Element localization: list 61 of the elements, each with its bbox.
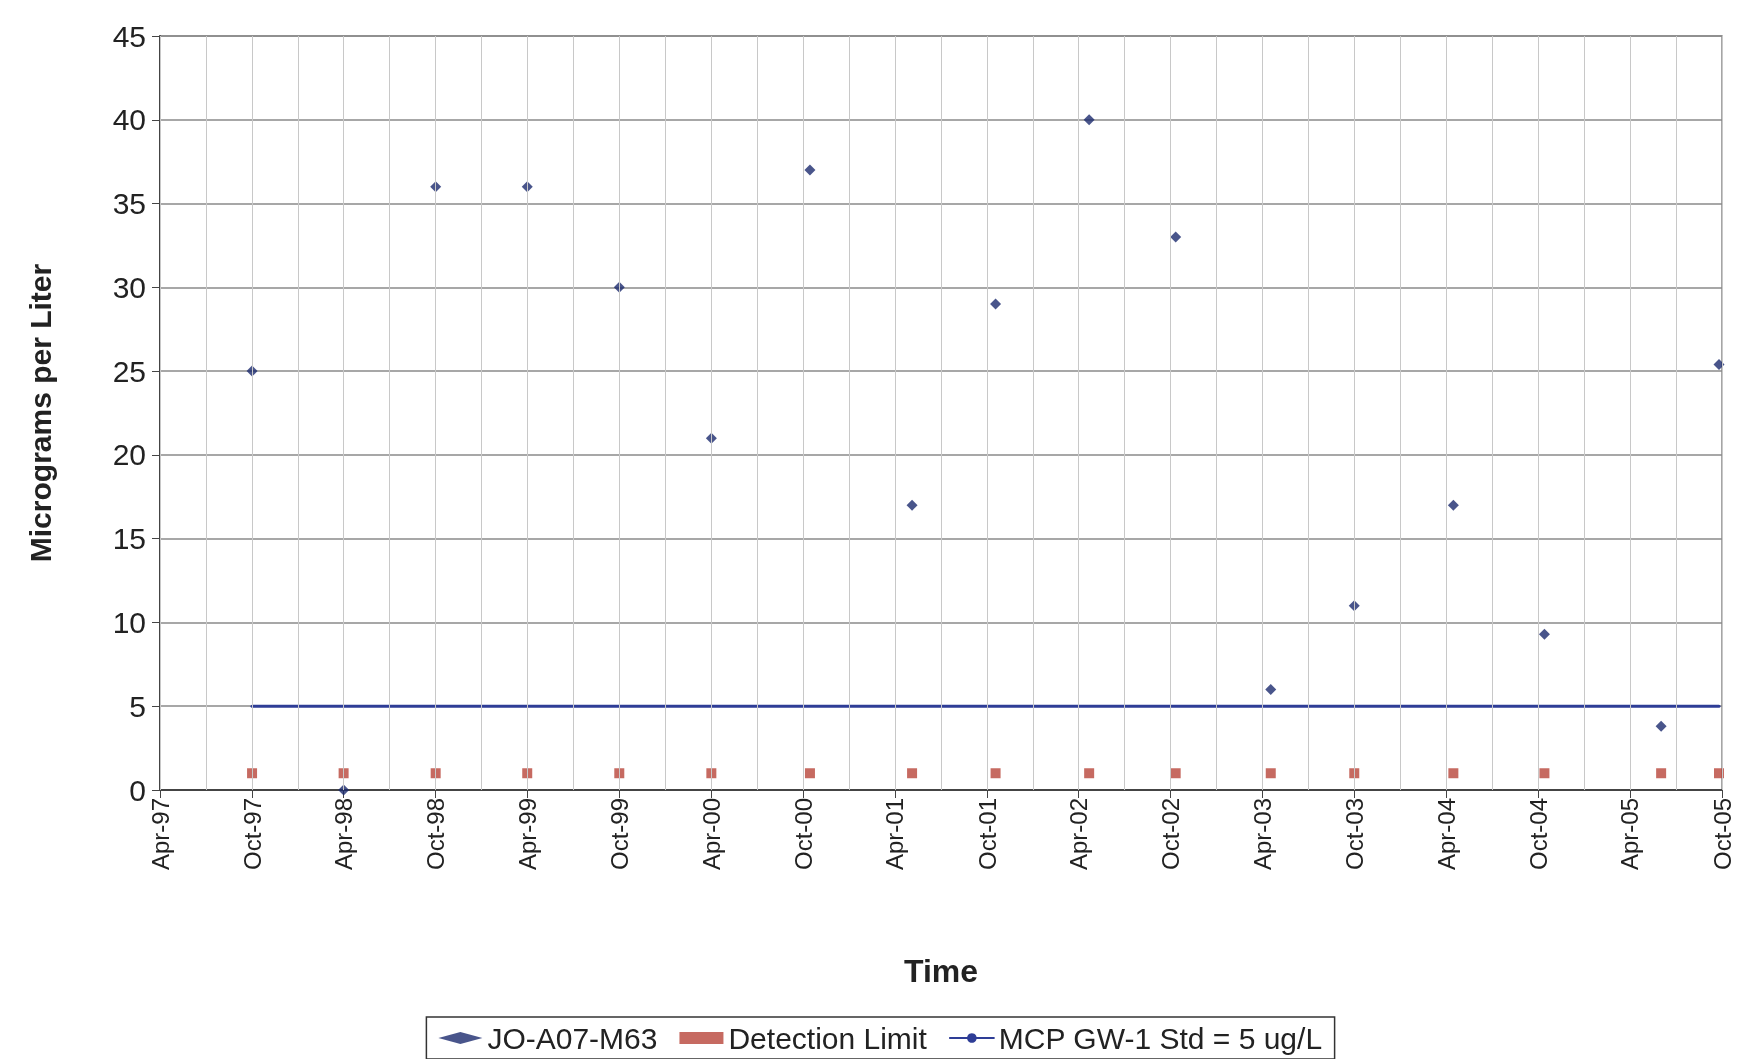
x-tick-label: Oct-05 <box>1708 798 1736 871</box>
point <box>1170 231 1182 243</box>
point <box>1656 768 1667 779</box>
y-tick-label: 40 <box>112 103 146 137</box>
x-tick-label: Apr-04 <box>1432 798 1460 871</box>
legend-label: Detection Limit <box>728 1021 928 1055</box>
x-tick-label: Apr-98 <box>330 798 358 871</box>
point <box>1447 499 1459 511</box>
point <box>1448 768 1459 779</box>
point <box>1084 768 1095 779</box>
point <box>804 768 815 779</box>
point <box>990 768 1001 779</box>
point <box>614 768 625 779</box>
y-tick-label: 30 <box>112 270 146 304</box>
point <box>338 784 350 796</box>
legend-label: JO-A07-M63 <box>487 1021 658 1055</box>
point <box>1170 768 1181 779</box>
point <box>990 298 1002 310</box>
x-tick-label: Apr-05 <box>1616 798 1644 871</box>
x-tick-label: Oct-02 <box>1157 798 1185 871</box>
y-tick-label: 10 <box>112 605 146 639</box>
y-tick-label: 20 <box>112 438 146 472</box>
legend-label: MCP GW-1 Std = 5 ug/L <box>998 1021 1323 1055</box>
point <box>1265 683 1277 695</box>
x-tick-label: Apr-97 <box>146 798 174 871</box>
point <box>1349 768 1360 779</box>
point <box>706 768 717 779</box>
x-axis-title: Time <box>903 953 979 989</box>
point <box>430 768 441 779</box>
x-tick-label: Oct-01 <box>973 798 1001 871</box>
x-tick-label: Oct-98 <box>422 798 450 871</box>
point <box>338 768 349 779</box>
point <box>1713 768 1724 779</box>
x-tick-label: Oct-03 <box>1340 798 1368 871</box>
x-tick-label: Apr-99 <box>513 798 541 871</box>
point <box>804 164 816 176</box>
x-tick-label: Apr-00 <box>697 798 725 871</box>
x-tick-label: Oct-04 <box>1524 798 1552 871</box>
y-tick-label: 25 <box>112 354 146 388</box>
y-tick-label: 0 <box>129 773 146 807</box>
point <box>1265 768 1276 779</box>
point <box>907 768 918 779</box>
point <box>522 768 533 779</box>
x-tick-label: Apr-01 <box>881 798 909 871</box>
point <box>1713 358 1725 370</box>
point <box>906 499 918 511</box>
point <box>247 768 258 779</box>
point <box>1083 114 1095 126</box>
x-tick-label: Oct-99 <box>605 798 633 871</box>
x-tick-label: Oct-00 <box>789 798 817 871</box>
y-tick-label: 5 <box>129 689 146 723</box>
y-tick-label: 15 <box>112 522 146 556</box>
y-tick-label: 45 <box>112 19 146 53</box>
point <box>1539 768 1550 779</box>
x-tick-label: Apr-03 <box>1248 798 1276 871</box>
point <box>1655 720 1667 732</box>
x-tick-label: Apr-02 <box>1065 798 1093 871</box>
x-tick-label: Oct-97 <box>238 798 266 871</box>
point <box>1538 628 1550 640</box>
y-tick-label: 35 <box>112 187 146 221</box>
y-axis-title: Micrograms per Liter <box>23 263 57 563</box>
